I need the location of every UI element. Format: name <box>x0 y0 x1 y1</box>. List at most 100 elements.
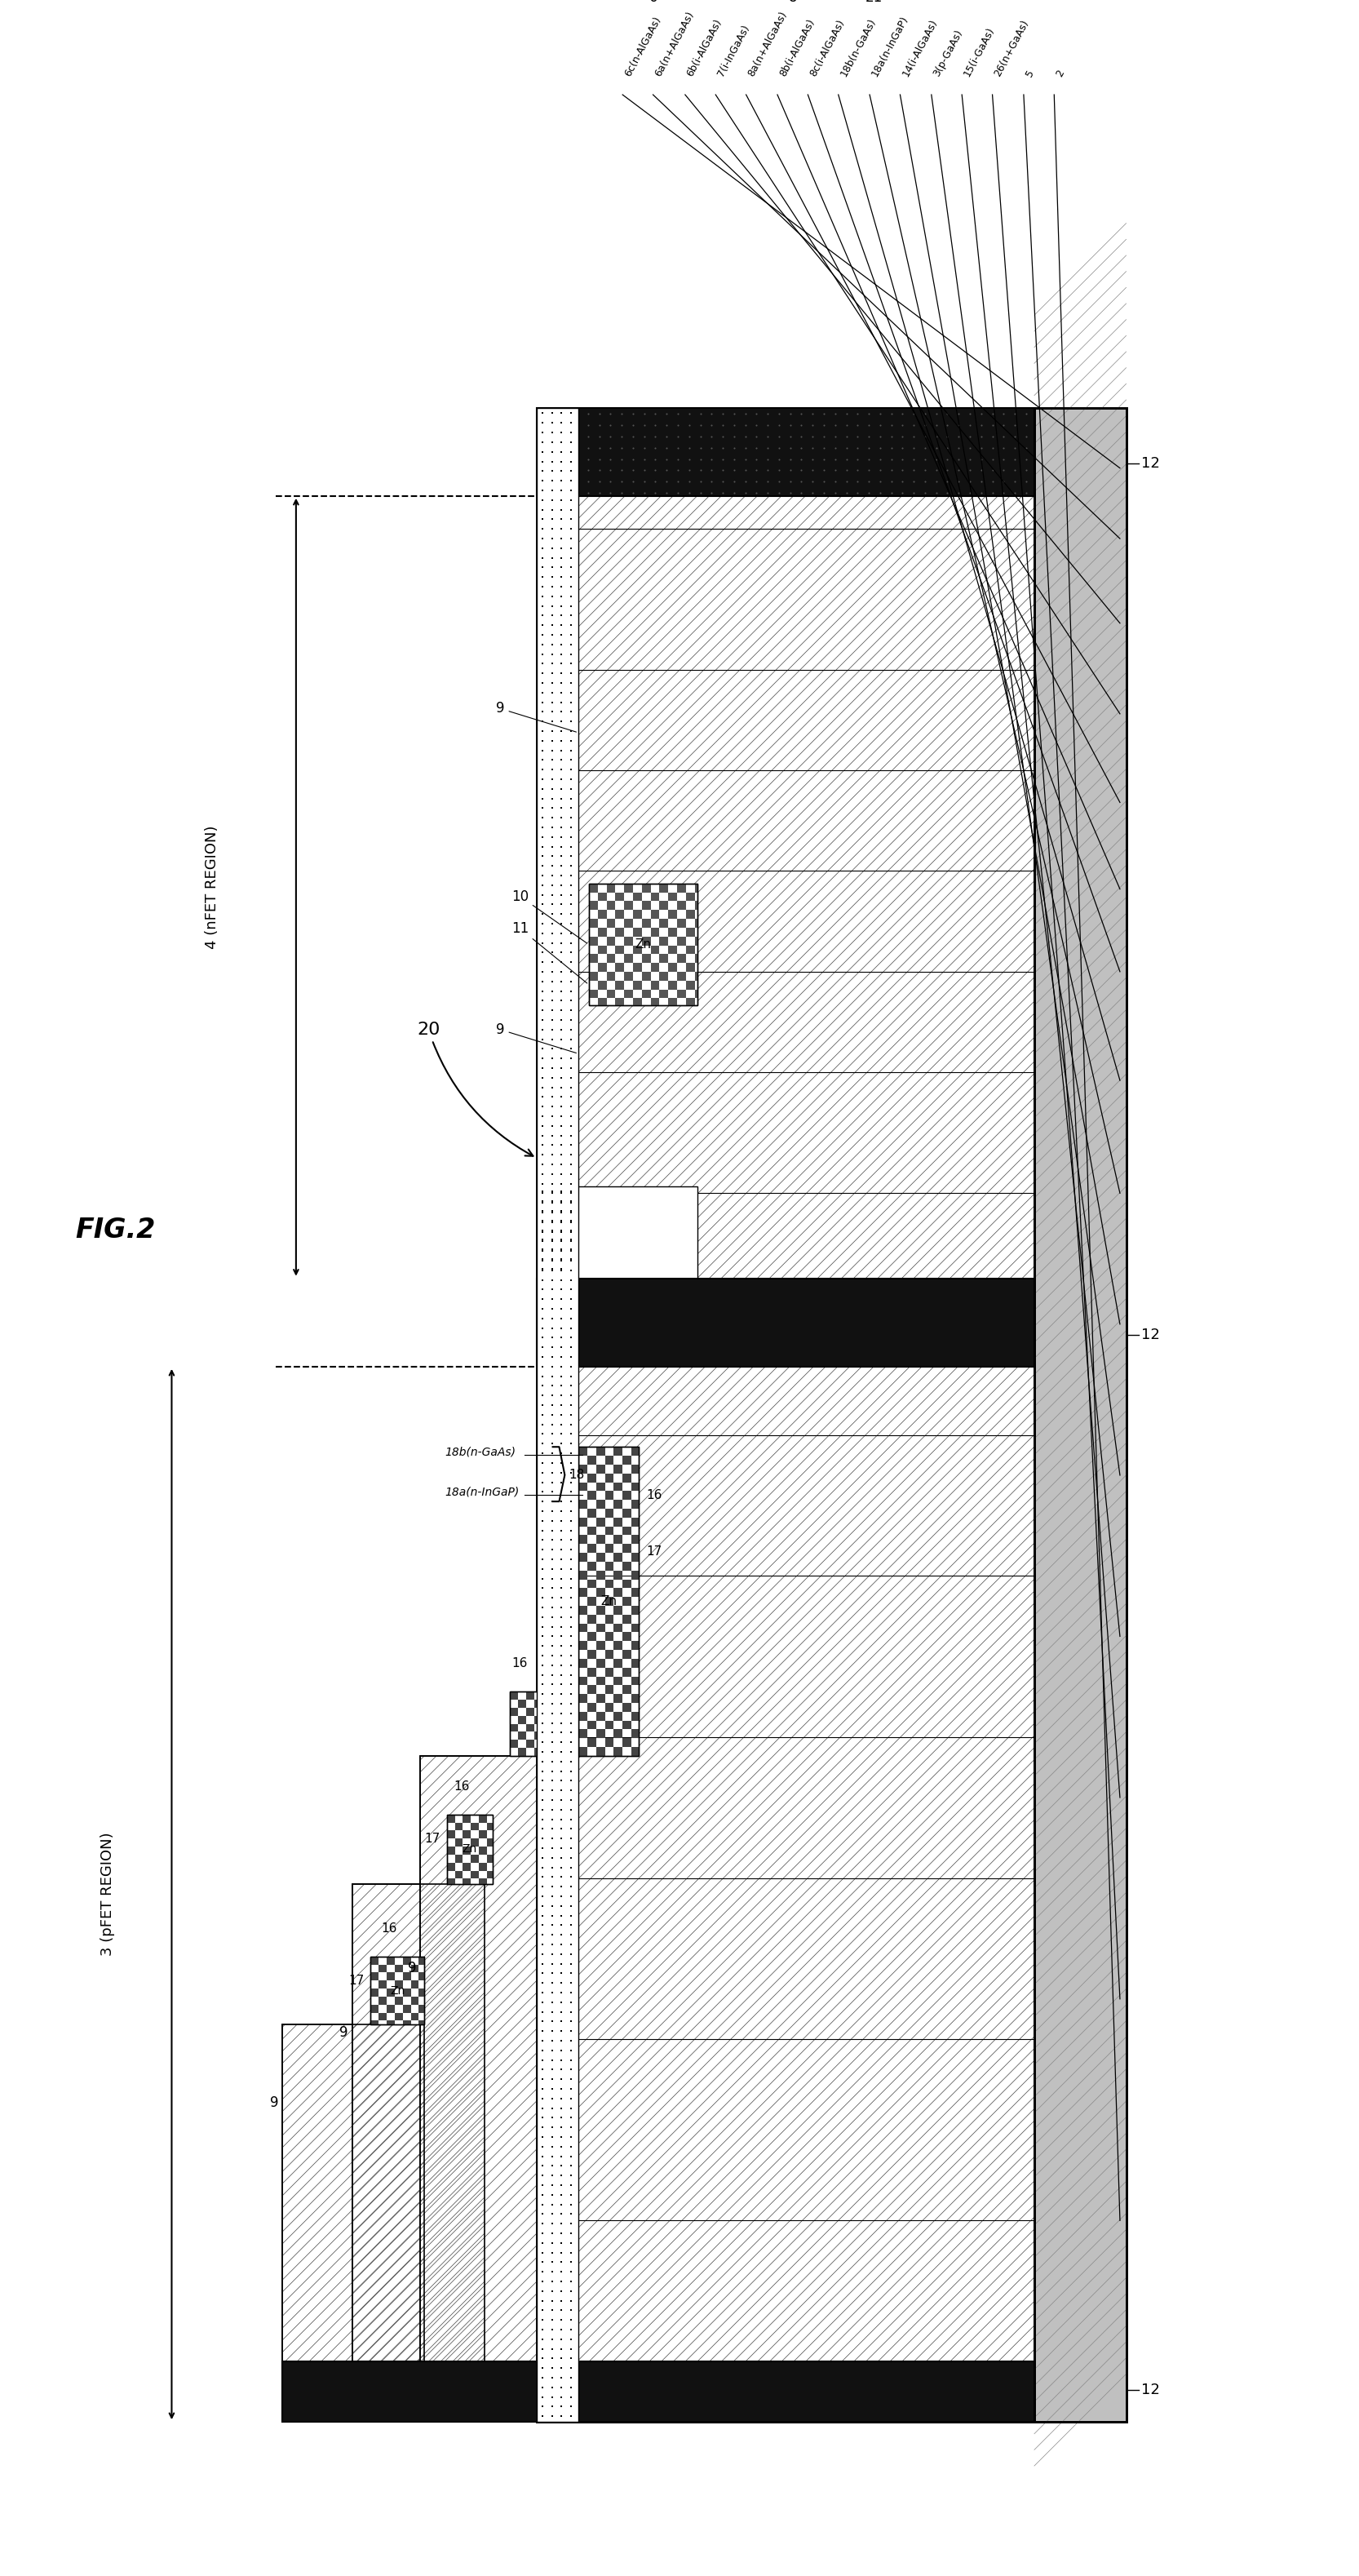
Bar <box>394 1965 402 1973</box>
Bar <box>597 1695 605 1703</box>
Bar <box>526 1708 534 1716</box>
Bar <box>606 989 616 999</box>
Bar <box>579 1571 587 1579</box>
Bar <box>510 1708 518 1716</box>
Text: 9: 9 <box>496 1023 576 1054</box>
Bar <box>587 1597 597 1605</box>
Bar <box>686 963 694 971</box>
Bar <box>651 963 659 971</box>
Bar <box>614 1641 622 1649</box>
Bar <box>622 1633 632 1641</box>
Bar <box>677 884 686 891</box>
Bar <box>614 1623 622 1633</box>
Bar <box>371 1973 379 1981</box>
Bar <box>587 1561 597 1571</box>
Bar <box>597 1728 605 1739</box>
Bar <box>633 945 641 953</box>
Bar <box>579 1728 587 1739</box>
Text: 9: 9 <box>270 2097 279 2110</box>
Bar <box>641 884 651 891</box>
Text: 17: 17 <box>425 1832 440 1844</box>
Text: 7(i-InGaAs): 7(i-InGaAs) <box>716 23 752 80</box>
Bar <box>605 1739 614 1747</box>
Bar <box>478 1878 487 1883</box>
Bar <box>605 1455 614 1466</box>
Bar <box>371 2020 379 2025</box>
Bar <box>605 1597 614 1605</box>
Bar <box>624 971 633 981</box>
Bar <box>632 1589 639 1597</box>
Bar <box>587 1455 597 1466</box>
Bar <box>542 1692 545 1700</box>
Bar <box>614 1589 622 1597</box>
Bar <box>669 981 677 989</box>
Bar <box>622 1561 632 1571</box>
Bar <box>587 1721 597 1728</box>
Bar <box>587 1543 597 1553</box>
Bar <box>651 999 659 1005</box>
Bar <box>614 1535 622 1543</box>
Bar <box>455 1839 463 1847</box>
Text: 26(n+GaAs): 26(n+GaAs) <box>992 18 1031 80</box>
Bar <box>402 1973 410 1981</box>
Bar <box>633 963 641 971</box>
Text: 3 (pFET REGION): 3 (pFET REGION) <box>101 1832 114 1955</box>
Text: 6: 6 <box>650 0 658 5</box>
Bar <box>487 1821 492 1832</box>
Text: 9: 9 <box>496 701 576 732</box>
Bar <box>597 1481 605 1492</box>
Bar <box>632 1535 639 1543</box>
Bar <box>579 1448 587 1455</box>
Bar <box>598 909 606 920</box>
Bar <box>605 1703 614 1710</box>
Bar <box>632 1641 639 1649</box>
Bar <box>463 1862 472 1870</box>
Bar <box>371 1958 424 2025</box>
Bar <box>651 927 659 938</box>
Bar <box>669 945 677 953</box>
Bar <box>614 1747 622 1757</box>
Bar <box>518 1749 526 1757</box>
Bar <box>694 989 697 999</box>
Bar <box>632 1571 639 1579</box>
Text: 6b(i-AlGaAs): 6b(i-AlGaAs) <box>685 18 724 80</box>
Bar <box>587 1510 597 1517</box>
Bar <box>614 1695 622 1703</box>
Bar <box>659 884 669 891</box>
Bar <box>352 1883 485 2421</box>
Text: 18b(n-GaAs): 18b(n-GaAs) <box>444 1445 515 1458</box>
Bar <box>641 953 651 963</box>
Bar <box>455 1870 463 1878</box>
Bar <box>605 1492 614 1499</box>
Text: 2: 2 <box>1055 67 1067 80</box>
Bar <box>694 938 697 945</box>
Bar <box>614 1605 622 1615</box>
Bar <box>542 1739 545 1749</box>
Bar <box>622 1597 632 1605</box>
Bar <box>659 938 669 945</box>
Bar <box>402 2020 410 2025</box>
Text: Zn: Zn <box>601 1595 617 1607</box>
Bar <box>632 1623 639 1633</box>
Text: 4 (nFET REGION): 4 (nFET REGION) <box>204 824 219 948</box>
Text: 14(i-AlGaAs): 14(i-AlGaAs) <box>900 18 939 80</box>
Text: 5: 5 <box>1023 67 1036 80</box>
Bar <box>447 1814 492 1883</box>
Bar <box>587 1667 597 1677</box>
Bar <box>537 407 1034 2421</box>
Bar <box>694 971 697 981</box>
Bar <box>659 920 669 927</box>
Bar <box>534 1731 542 1739</box>
Bar <box>616 945 624 953</box>
Bar <box>587 1528 597 1535</box>
Bar <box>677 953 686 963</box>
Bar <box>605 1543 614 1553</box>
Bar <box>605 1579 614 1589</box>
Bar <box>605 1721 614 1728</box>
Bar <box>605 1667 614 1677</box>
Bar <box>510 1739 518 1749</box>
Bar <box>605 1615 614 1623</box>
Text: Zn: Zn <box>462 1844 477 1855</box>
Bar <box>579 1695 587 1703</box>
Bar <box>605 1528 614 1535</box>
